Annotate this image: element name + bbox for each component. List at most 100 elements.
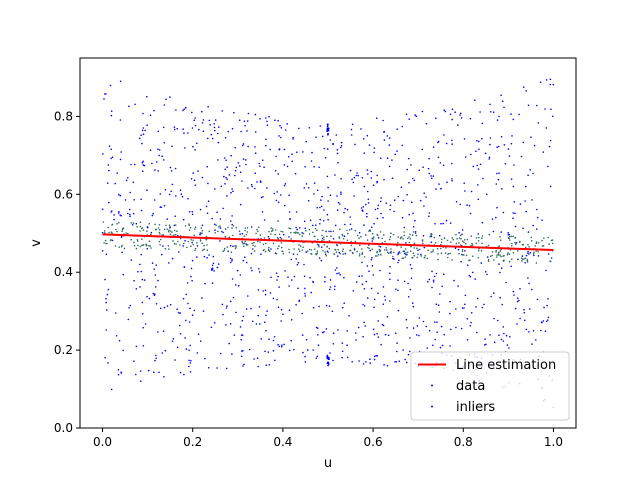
data-point bbox=[227, 250, 229, 253]
inlier-point bbox=[157, 227, 160, 229]
data-point bbox=[524, 319, 526, 322]
data-point bbox=[217, 263, 220, 265]
inlier-point bbox=[551, 239, 554, 241]
data-point bbox=[187, 132, 189, 134]
data-point bbox=[337, 329, 339, 331]
inlier-point bbox=[421, 239, 424, 241]
data-point bbox=[247, 295, 249, 297]
data-point bbox=[336, 209, 339, 211]
data-point bbox=[247, 145, 249, 148]
inlier-point bbox=[275, 252, 278, 255]
inlier-point bbox=[231, 227, 233, 229]
inlier-point bbox=[238, 230, 241, 232]
data-point bbox=[278, 286, 280, 288]
inlier-point bbox=[530, 239, 533, 242]
data-point bbox=[133, 360, 135, 363]
data-point bbox=[142, 112, 144, 115]
data-point bbox=[242, 144, 244, 147]
inlier-point bbox=[270, 233, 272, 235]
inlier-point bbox=[215, 224, 217, 227]
data-point bbox=[305, 338, 308, 341]
data-point bbox=[490, 295, 492, 298]
data-point bbox=[208, 119, 211, 122]
inlier-point bbox=[512, 235, 514, 238]
inlier-point bbox=[298, 244, 300, 246]
data-point bbox=[520, 155, 523, 158]
inlier-point bbox=[449, 241, 452, 243]
inlier-point bbox=[459, 244, 462, 246]
data-point bbox=[382, 119, 384, 122]
data-point bbox=[354, 143, 356, 146]
inlier-point bbox=[389, 236, 392, 238]
data-point bbox=[329, 194, 332, 196]
data-point bbox=[234, 147, 236, 149]
data-point bbox=[391, 177, 394, 179]
data-point bbox=[427, 280, 429, 283]
data-point bbox=[502, 326, 505, 328]
data-point bbox=[265, 138, 267, 140]
inlier-point bbox=[173, 234, 175, 236]
inlier-point bbox=[290, 238, 293, 240]
data-point bbox=[500, 94, 502, 96]
data-point bbox=[199, 233, 201, 236]
data-point bbox=[411, 201, 413, 203]
data-point bbox=[470, 190, 473, 193]
inlier-point bbox=[341, 250, 344, 252]
data-point bbox=[434, 223, 436, 225]
data-point bbox=[496, 172, 498, 175]
data-point bbox=[225, 176, 227, 179]
data-point bbox=[268, 364, 271, 366]
inlier-point bbox=[341, 233, 344, 236]
data-point bbox=[322, 220, 325, 222]
data-point bbox=[155, 303, 158, 305]
data-point bbox=[226, 178, 228, 180]
data-point bbox=[528, 253, 530, 255]
data-point bbox=[501, 188, 503, 190]
inlier-point bbox=[164, 247, 167, 250]
inlier-point bbox=[409, 238, 412, 240]
inlier-point bbox=[256, 240, 259, 243]
data-point bbox=[311, 151, 313, 154]
data-point bbox=[146, 124, 148, 126]
data-point bbox=[117, 373, 120, 376]
data-point bbox=[263, 166, 265, 169]
inlier-point bbox=[403, 231, 405, 233]
data-point bbox=[160, 253, 163, 256]
data-point bbox=[476, 331, 478, 334]
data-point bbox=[542, 320, 545, 322]
data-point bbox=[226, 195, 228, 197]
inlier-point bbox=[274, 229, 277, 231]
data-point bbox=[267, 351, 270, 353]
inlier-point bbox=[471, 242, 473, 245]
data-point bbox=[289, 218, 292, 220]
data-point bbox=[466, 204, 468, 206]
data-point bbox=[336, 195, 338, 197]
data-point bbox=[110, 157, 112, 160]
data-point bbox=[492, 111, 495, 113]
inlier-point bbox=[328, 247, 331, 250]
data-point bbox=[376, 174, 379, 177]
inlier-point bbox=[510, 235, 513, 238]
data-point bbox=[468, 204, 471, 207]
data-point bbox=[293, 348, 295, 351]
data-point bbox=[214, 119, 217, 121]
inlier-point bbox=[522, 243, 525, 246]
inlier-point bbox=[353, 247, 356, 250]
data-point bbox=[505, 334, 508, 337]
inlier-point bbox=[301, 249, 304, 251]
data-point bbox=[528, 282, 530, 285]
inlier-point bbox=[118, 221, 120, 224]
data-point bbox=[371, 240, 374, 242]
data-point bbox=[328, 305, 331, 308]
data-point bbox=[207, 137, 209, 140]
data-point bbox=[290, 339, 293, 342]
data-point bbox=[232, 190, 234, 193]
data-point bbox=[317, 344, 320, 347]
data-point bbox=[337, 161, 339, 164]
inlier-point bbox=[527, 243, 529, 246]
inlier-point bbox=[535, 262, 538, 264]
data-point bbox=[283, 343, 285, 346]
data-point bbox=[367, 198, 370, 201]
data-point bbox=[269, 148, 272, 151]
data-point bbox=[280, 346, 283, 348]
